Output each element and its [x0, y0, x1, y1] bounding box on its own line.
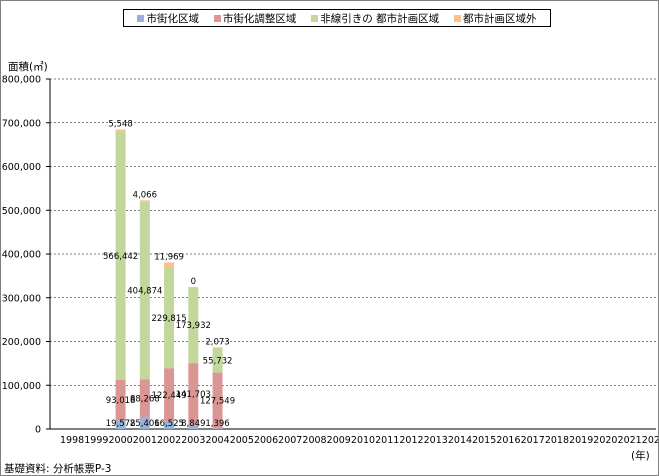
- x-tick-label: 2017: [521, 435, 545, 446]
- x-tick-label: 2010: [351, 435, 375, 446]
- bar-segment: [212, 347, 223, 349]
- legend-item-urbanization-area: 市街化区域: [137, 11, 199, 26]
- legend-item-outside-city-planning-area: 都市計画区域外: [454, 11, 537, 26]
- data-label: 5,548: [108, 119, 132, 129]
- x-tick-label: 2015: [472, 435, 496, 446]
- bar-segment: [139, 379, 150, 418]
- data-label: 1,396: [205, 419, 229, 429]
- bar-segment: [115, 420, 126, 429]
- bar-segment: [212, 428, 223, 429]
- source-note: 基礎資料: 分析帳票P-3: [4, 463, 112, 475]
- data-label: 4,066: [133, 190, 157, 200]
- x-tick-label: 2016: [496, 435, 520, 446]
- data-label: 127,549: [200, 396, 235, 406]
- x-tick-label: 2006: [254, 435, 278, 446]
- data-label: 141,703: [176, 390, 211, 400]
- data-label: 122,449: [152, 391, 187, 401]
- x-tick-label: 2008: [302, 435, 326, 446]
- data-label: 404,874: [127, 287, 162, 297]
- data-label: 229,815: [152, 314, 187, 324]
- bar-segment: [164, 368, 175, 422]
- legend-label: 市街化調整区域: [222, 12, 297, 25]
- legend-swatch: [213, 14, 221, 22]
- data-label: 173,932: [176, 321, 211, 331]
- legend-label: 市街化区域: [146, 12, 199, 25]
- data-label: 55,732: [203, 356, 233, 366]
- x-tick-label: 2014: [448, 435, 472, 446]
- data-label: 11,969: [154, 252, 184, 262]
- y-tick-label: 0: [35, 425, 41, 436]
- x-tick-label: 1998: [60, 435, 84, 446]
- y-tick-label: 600,000: [2, 162, 41, 173]
- bar-segment: [115, 379, 126, 421]
- x-tick-label: 2018: [545, 435, 569, 446]
- x-tick-label: 2002: [157, 435, 181, 446]
- y-tick-label: 800,000: [2, 75, 41, 86]
- x-axis-unit: (年): [631, 450, 650, 462]
- bar-segment: [139, 202, 150, 380]
- legend-swatch: [311, 14, 319, 22]
- bar-segment: [139, 200, 150, 203]
- legend-label: 都市計画区域外: [463, 12, 537, 25]
- data-label: 25,406: [130, 419, 160, 429]
- y-tick-label: 300,000: [2, 293, 41, 304]
- x-tick-label: 2007: [278, 435, 302, 446]
- bar-segment: [188, 425, 199, 429]
- chart-legend: 市街化区域 市街化調整区域 非線引きの 都市計画区域 都市計画区域外: [123, 9, 551, 27]
- x-tick-label: 2003: [181, 435, 205, 446]
- data-label: 19,578: [106, 419, 136, 429]
- x-tick-label: 1999: [84, 435, 108, 446]
- x-tick-label: 2021: [618, 435, 642, 446]
- bar-segment: [212, 348, 223, 373]
- y-tick-label: 500,000: [2, 206, 41, 217]
- x-tick-label: 2012: [399, 435, 423, 446]
- data-label: 566,442: [103, 252, 138, 262]
- data-label: 93,018: [106, 396, 136, 406]
- y-axis-title: 面積(㎡): [8, 61, 48, 73]
- x-tick-label: 2013: [424, 435, 448, 446]
- y-tick-label: 400,000: [2, 250, 41, 261]
- x-tick-label: 2011: [375, 435, 399, 446]
- bar-segment: [212, 372, 223, 429]
- x-tick-label: 2004: [205, 435, 229, 446]
- bar-segment: [115, 129, 126, 132]
- legend-item-non-delineated-city-planning-area: 非線引きの 都市計画区域: [311, 11, 439, 26]
- y-tick-label: 100,000: [2, 381, 41, 392]
- bar-segment: [188, 287, 199, 364]
- legend-swatch: [454, 14, 462, 22]
- x-tick-label: 2019: [569, 435, 593, 446]
- y-tick-label: 700,000: [2, 118, 41, 129]
- bar-segment: [188, 363, 199, 426]
- data-label: 8,849: [181, 419, 205, 429]
- data-label: 16,525: [154, 419, 184, 429]
- legend-label: 非線引きの 都市計画区域: [320, 12, 440, 25]
- y-tick-label: 200,000: [2, 337, 41, 348]
- x-tick-label: 2022: [642, 435, 658, 446]
- bar-segment: [115, 131, 126, 380]
- legend-swatch: [137, 14, 145, 22]
- legend-item-urbanization-control-area: 市街化調整区域: [213, 11, 297, 26]
- data-label: 88,268: [130, 395, 160, 405]
- bar-segment: [164, 267, 175, 369]
- x-tick-label: 2009: [327, 435, 351, 446]
- bar-segment: [164, 262, 175, 268]
- x-tick-label: 2020: [593, 435, 617, 446]
- data-label: 2,073: [205, 337, 229, 347]
- bar-segment: [164, 421, 175, 429]
- data-label: 0: [191, 277, 196, 287]
- bar-segment: [139, 417, 150, 429]
- x-tick-label: 2005: [230, 435, 254, 446]
- x-tick-label: 2001: [133, 435, 157, 446]
- x-tick-label: 2000: [109, 435, 133, 446]
